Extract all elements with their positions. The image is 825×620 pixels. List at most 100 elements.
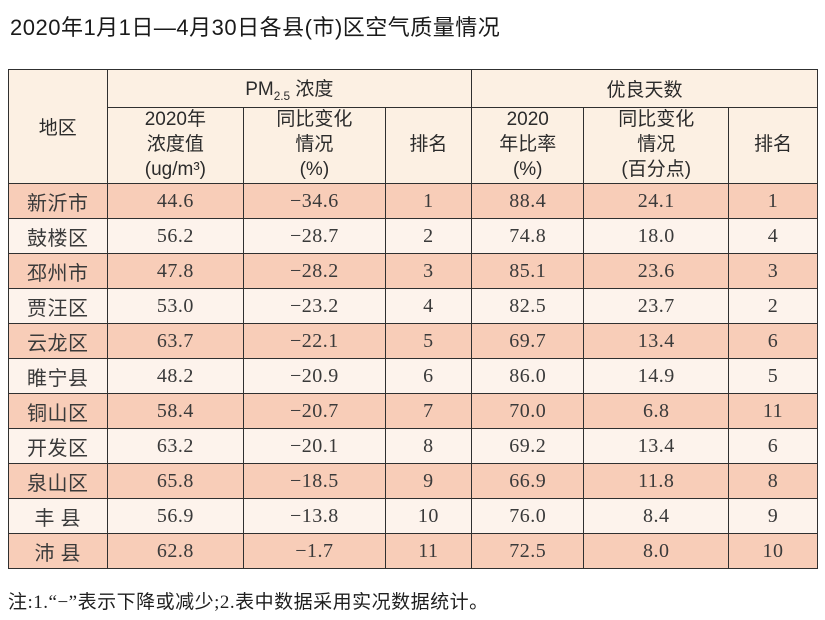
cell-pm-rank: 4 — [384, 288, 473, 324]
cell-pm-rank: 1 — [384, 183, 473, 219]
cell-pm-rank: 7 — [384, 393, 473, 429]
header-pm-change: 同比变化 情况 (%) — [243, 107, 386, 184]
cell-pm-change: −20.7 — [243, 393, 386, 429]
cell-good-ratio: 76.0 — [471, 498, 585, 534]
cell-good-ratio: 72.5 — [471, 533, 585, 569]
cell-pm-rank: 10 — [384, 498, 473, 534]
cell-good-ratio: 66.9 — [471, 463, 585, 499]
cell-pm-change: −34.6 — [243, 183, 386, 219]
cell-good-rank: 8 — [728, 463, 818, 499]
cell-good-ratio: 86.0 — [471, 358, 585, 394]
cell-good-change: 6.8 — [583, 393, 730, 429]
footnote: 注:1.“−”表示下降或减少;2.表中数据采用实况数据统计。 — [8, 592, 489, 613]
table-body: 新沂市 44.6 −34.6 1 88.4 24.1 1 鼓楼区 56.2 −28.7 2 74.8 1… — [8, 183, 818, 569]
cell-pm-rank: 6 — [384, 358, 473, 394]
cell-good-rank: 9 — [728, 498, 818, 534]
cell-region: 开发区 — [8, 428, 108, 464]
header-pm-value: 2020年 浓度值 (ug/m³) — [106, 107, 245, 184]
cell-good-change: 14.9 — [583, 358, 730, 394]
header-pm25-group: PM2.5 浓度 — [106, 69, 473, 108]
page-title: 2020年1月1日—4月30日各县(市)区空气质量情况 — [10, 15, 501, 40]
cell-region: 新沂市 — [8, 183, 108, 219]
cell-good-rank: 5 — [728, 358, 818, 394]
cell-pm-change: −20.9 — [243, 358, 386, 394]
cell-good-rank: 11 — [728, 393, 818, 429]
cell-pm-change: −13.8 — [243, 498, 386, 534]
air-quality-table: 地区 PM2.5 浓度 优良天数 2020年 浓度值 (ug/m³) 同比变化 … — [8, 69, 818, 569]
cell-pm-rank: 3 — [384, 253, 473, 289]
table-header: 地区 PM2.5 浓度 优良天数 2020年 浓度值 (ug/m³) 同比变化 … — [8, 69, 818, 184]
cell-pm-value: 63.7 — [106, 323, 245, 359]
header-good-days-group: 优良天数 — [471, 69, 818, 108]
cell-pm-change: −23.2 — [243, 288, 386, 324]
cell-pm-value: 56.9 — [106, 498, 245, 534]
cell-good-rank: 4 — [728, 218, 818, 254]
cell-good-rank: 6 — [728, 428, 818, 464]
table-row: 铜山区 58.4 −20.7 7 70.0 6.8 11 — [8, 393, 818, 429]
cell-pm-rank: 2 — [384, 218, 473, 254]
cell-good-change: 8.0 — [583, 533, 730, 569]
cell-pm-change: −28.7 — [243, 218, 386, 254]
cell-region: 沛 县 — [8, 533, 108, 569]
cell-pm-change: −1.7 — [243, 533, 386, 569]
table-row: 贾汪区 53.0 −23.2 4 82.5 23.7 2 — [8, 288, 818, 324]
header-good-rank: 排名 — [728, 107, 818, 184]
cell-pm-change: −20.1 — [243, 428, 386, 464]
table-row: 沛 县 62.8 −1.7 11 72.5 8.0 10 — [8, 533, 818, 569]
table-row: 丰 县 56.9 −13.8 10 76.0 8.4 9 — [8, 498, 818, 534]
cell-good-change: 13.4 — [583, 323, 730, 359]
pm25-label-suffix: 浓度 — [290, 79, 334, 101]
table-row: 邳州市 47.8 −28.2 3 85.1 23.6 3 — [8, 253, 818, 289]
cell-good-ratio: 88.4 — [471, 183, 585, 219]
cell-pm-value: 58.4 — [106, 393, 245, 429]
cell-good-change: 13.4 — [583, 428, 730, 464]
cell-pm-value: 65.8 — [106, 463, 245, 499]
cell-pm-value: 53.0 — [106, 288, 245, 324]
cell-good-rank: 10 — [728, 533, 818, 569]
cell-pm-rank: 9 — [384, 463, 473, 499]
cell-pm-value: 62.8 — [106, 533, 245, 569]
cell-region: 贾汪区 — [8, 288, 108, 324]
cell-region: 泉山区 — [8, 463, 108, 499]
header-pm-rank: 排名 — [384, 107, 473, 184]
cell-good-ratio: 82.5 — [471, 288, 585, 324]
cell-region: 云龙区 — [8, 323, 108, 359]
cell-region: 邳州市 — [8, 253, 108, 289]
cell-good-change: 18.0 — [583, 218, 730, 254]
table-row: 开发区 63.2 −20.1 8 69.2 13.4 6 — [8, 428, 818, 464]
table-row: 新沂市 44.6 −34.6 1 88.4 24.1 1 — [8, 183, 818, 219]
cell-region: 铜山区 — [8, 393, 108, 429]
cell-good-ratio: 70.0 — [471, 393, 585, 429]
cell-pm-value: 63.2 — [106, 428, 245, 464]
cell-good-ratio: 69.2 — [471, 428, 585, 464]
header-good-ratio: 2020 年比率 (%) — [471, 107, 585, 184]
cell-good-change: 23.6 — [583, 253, 730, 289]
header-region: 地区 — [8, 69, 108, 184]
cell-pm-value: 44.6 — [106, 183, 245, 219]
header-sub-row: 2020年 浓度值 (ug/m³) 同比变化 情况 (%) 排名 2020 年比… — [9, 107, 818, 184]
cell-pm-rank: 8 — [384, 428, 473, 464]
cell-good-change: 8.4 — [583, 498, 730, 534]
cell-good-ratio: 74.8 — [471, 218, 585, 254]
table-row: 鼓楼区 56.2 −28.7 2 74.8 18.0 4 — [8, 218, 818, 254]
cell-good-change: 11.8 — [583, 463, 730, 499]
pm25-label-prefix: PM — [245, 79, 274, 101]
cell-good-rank: 3 — [728, 253, 818, 289]
header-group-row: 地区 PM2.5 浓度 优良天数 — [8, 69, 818, 184]
pm25-label-subscript: 2.5 — [273, 89, 291, 103]
cell-pm-value: 47.8 — [106, 253, 245, 289]
table-row: 泉山区 65.8 −18.5 9 66.9 11.8 8 — [8, 463, 818, 499]
cell-pm-rank: 5 — [384, 323, 473, 359]
cell-region: 睢宁县 — [8, 358, 108, 394]
cell-good-change: 24.1 — [583, 183, 730, 219]
cell-good-rank: 6 — [728, 323, 818, 359]
cell-pm-rank: 11 — [384, 533, 473, 569]
cell-good-rank: 1 — [728, 183, 818, 219]
table-row: 云龙区 63.7 −22.1 5 69.7 13.4 6 — [8, 323, 818, 359]
cell-pm-change: −22.1 — [243, 323, 386, 359]
header-good-change: 同比变化 情况 (百分点) — [583, 107, 730, 184]
cell-good-ratio: 69.7 — [471, 323, 585, 359]
cell-region: 鼓楼区 — [8, 218, 108, 254]
cell-good-change: 23.7 — [583, 288, 730, 324]
cell-pm-value: 56.2 — [106, 218, 245, 254]
